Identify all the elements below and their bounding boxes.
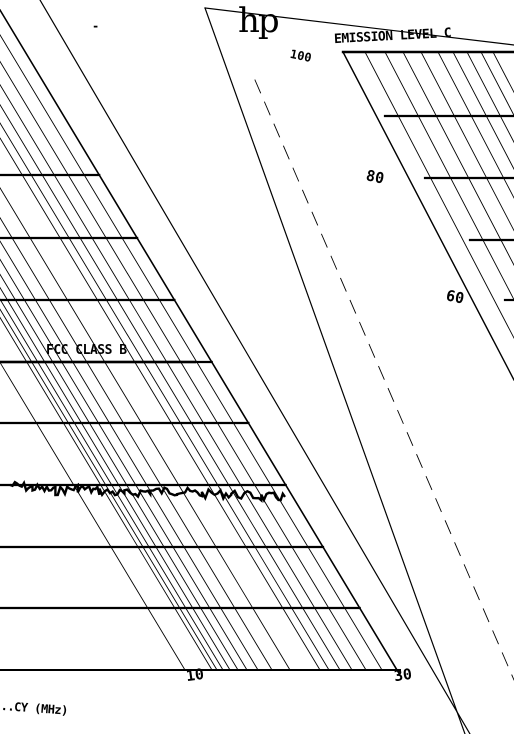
x-tick-label-30: 30: [392, 664, 414, 686]
sheet-crease-line: [254, 79, 514, 681]
grid-line-vertical: [402, 51, 514, 267]
x-tick-label-10: 10: [184, 664, 206, 686]
plot-border-right: [0, 8, 402, 677]
grid-line-vertical: [466, 51, 514, 144]
grid-line-vertical: [0, 60, 367, 671]
sheet-left-edge: [204, 7, 466, 734]
fcc-class-b-label: FCC CLASS B: [46, 343, 127, 358]
grid-line-vertical: [0, 308, 218, 671]
grid-line-vertical: [452, 51, 514, 171]
stray-mark: -: [92, 19, 100, 33]
sheet-top-edge: [204, 7, 514, 46]
grid-line-vertical: [480, 51, 514, 117]
grid-line-vertical: [0, 34, 383, 671]
grid-line-vertical: [0, 122, 330, 671]
grid-line-vertical: [437, 51, 514, 199]
grid-line-vertical: [0, 298, 224, 671]
emission-trace: [9, 480, 286, 503]
grid-line-vertical: [0, 316, 213, 671]
grid-line-vertical: [0, 187, 291, 671]
hp-logo: hp: [238, 1, 280, 41]
grid-line-vertical: [364, 51, 514, 340]
grid-line-vertical: [0, 216, 273, 671]
grid-line-vertical: [0, 273, 239, 671]
y-tick-label-80: 80: [364, 166, 386, 188]
grid-line-vertical: [0, 240, 259, 671]
right-chart: [204, 7, 514, 734]
grid-line-vertical: [384, 51, 514, 301]
grid-line-vertical: [0, 137, 321, 671]
grid-line-vertical: [0, 361, 186, 671]
grid-line-vertical: [0, 286, 231, 671]
grid-line-vertical: [420, 51, 514, 232]
page-edge-line: [39, 0, 471, 734]
y-tick-label-60: 60: [444, 286, 466, 308]
grid-line-vertical: [342, 51, 494, 341]
grid-line-vertical: [0, 83, 353, 671]
grid-line-vertical: [0, 103, 341, 671]
grid-line-vertical: [0, 258, 248, 671]
left-chart: [0, 0, 471, 734]
